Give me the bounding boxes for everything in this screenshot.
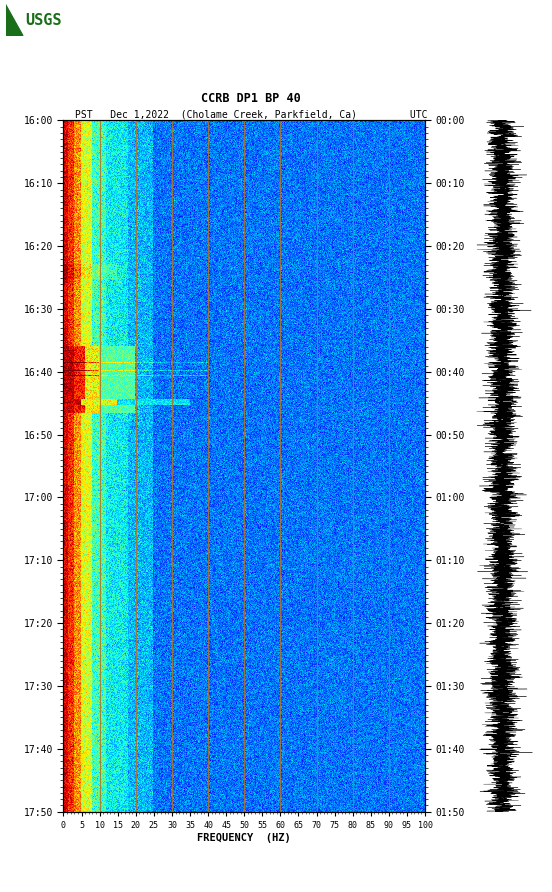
Text: PST   Dec 1,2022  (Cholame Creek, Parkfield, Ca)         UTC: PST Dec 1,2022 (Cholame Creek, Parkfield… — [75, 110, 427, 120]
Text: USGS: USGS — [25, 12, 62, 28]
X-axis label: FREQUENCY  (HZ): FREQUENCY (HZ) — [198, 832, 291, 843]
Text: CCRB DP1 BP 40: CCRB DP1 BP 40 — [201, 92, 301, 105]
Polygon shape — [6, 4, 23, 36]
